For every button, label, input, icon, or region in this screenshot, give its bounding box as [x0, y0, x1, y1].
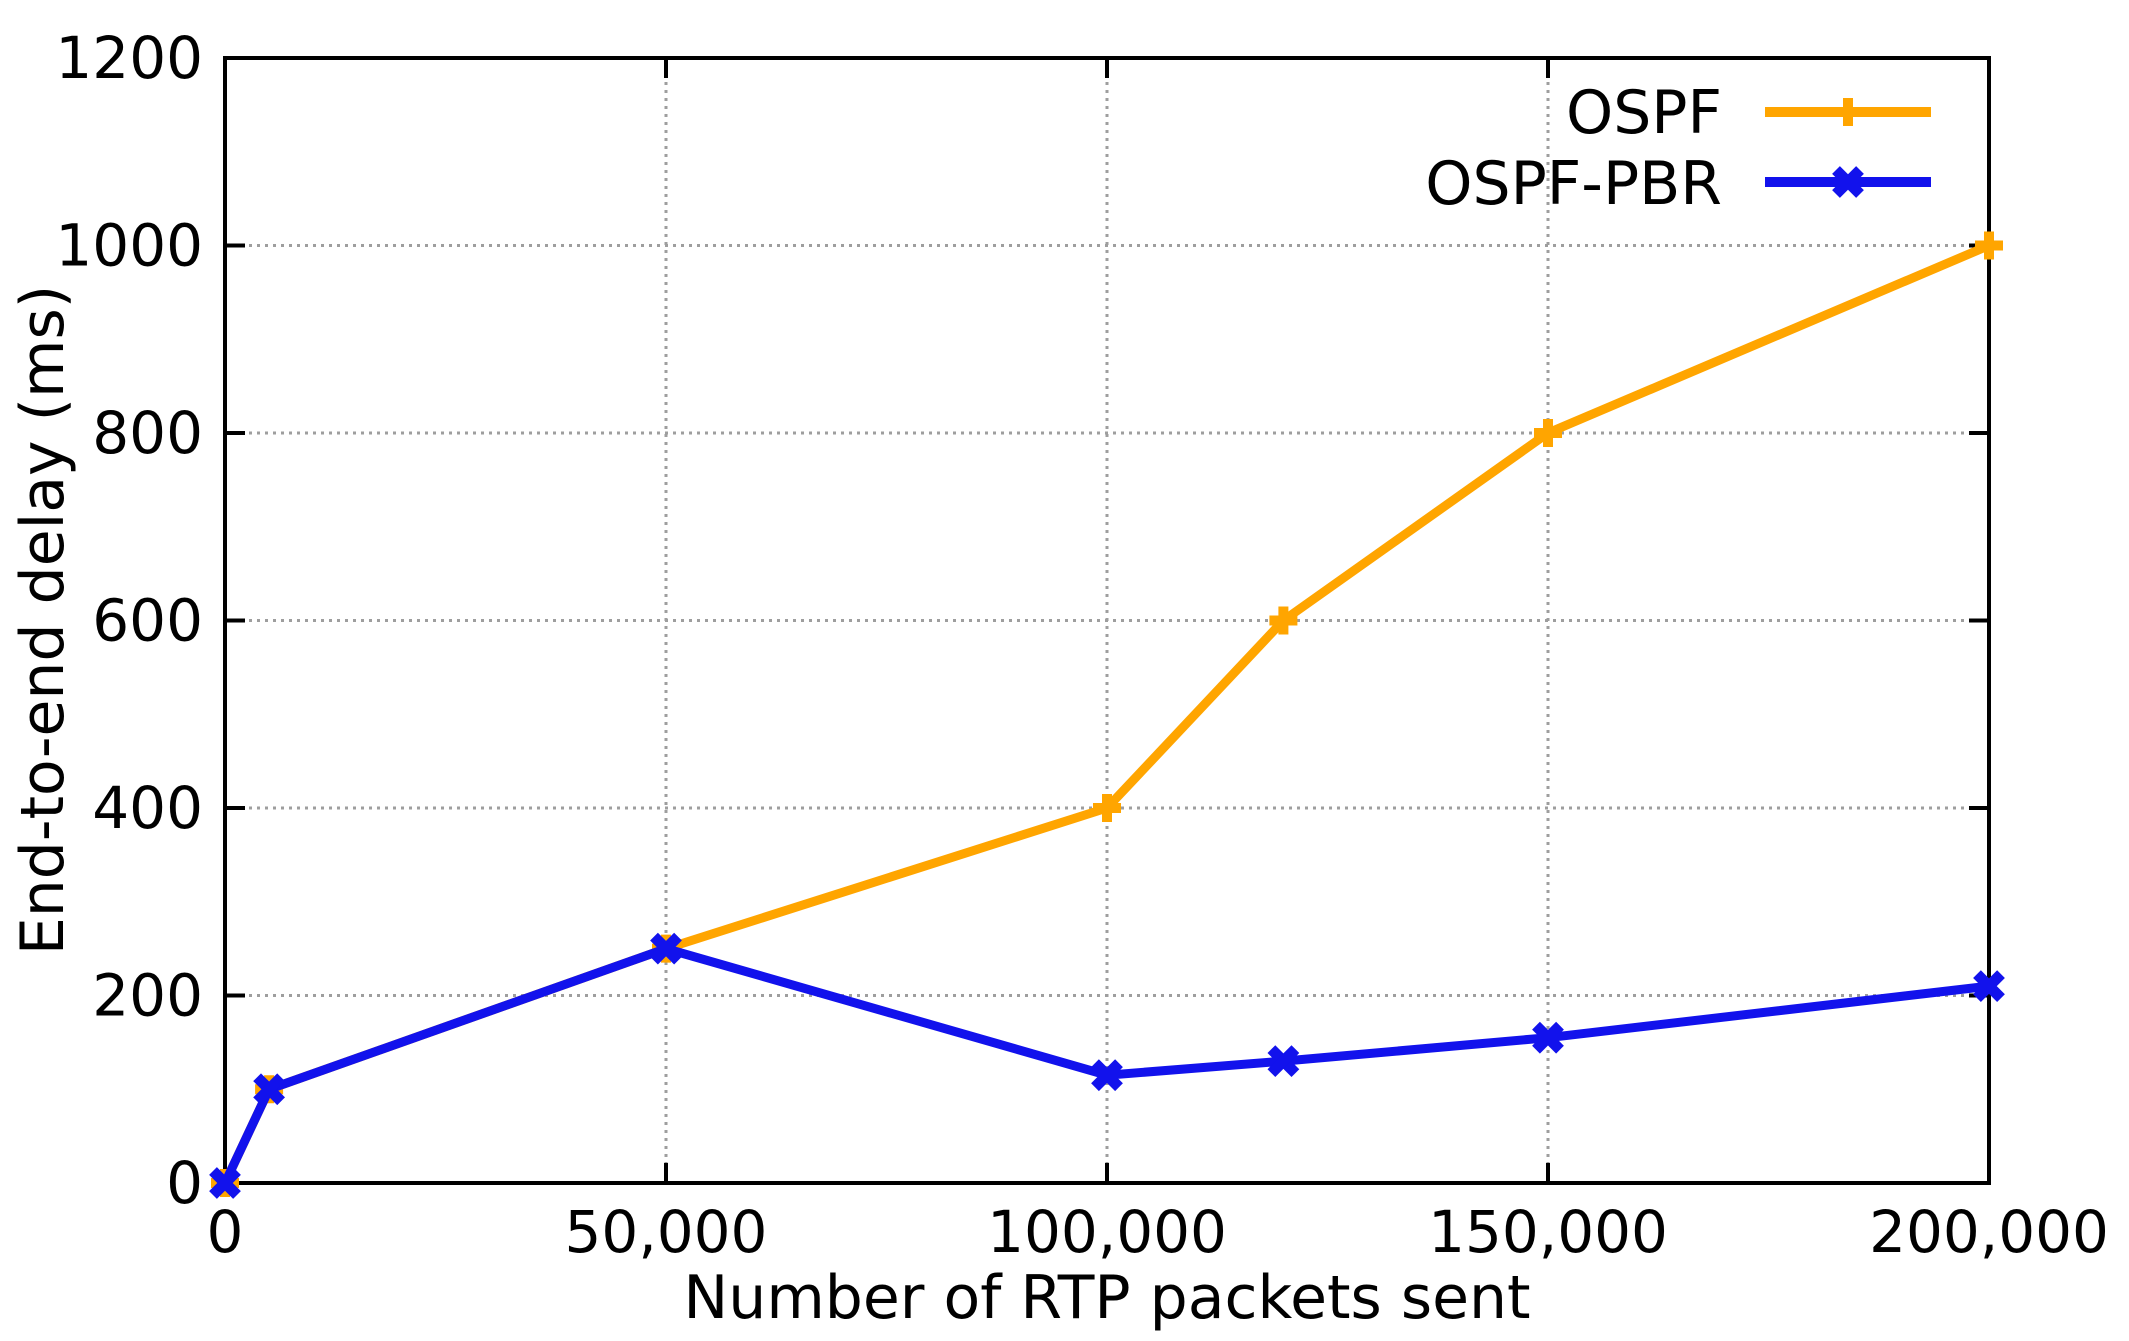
x-axis-title: Number of RTP packets sent [683, 1263, 1530, 1333]
y-axis-title: End-to-end delay (ms) [8, 285, 78, 955]
marker-stroke [1267, 1045, 1300, 1078]
y-tick-label: 0 [166, 1149, 203, 1217]
legend-label-ospf-pbr: OSPF-PBR [1425, 149, 1722, 219]
plus-marker [1534, 419, 1562, 447]
plus-marker [1834, 98, 1862, 126]
cross-marker [1832, 166, 1864, 198]
marker-stroke [1091, 1059, 1123, 1092]
y-tick-label: 1200 [55, 24, 203, 92]
x-tick-label: 0 [207, 1198, 244, 1266]
plot-area: 0 50,000 100,000 150,000 200,000 0 200 400 600 80… [55, 24, 2109, 1266]
cross-marker [1532, 1021, 1564, 1054]
y-tick-label: 400 [92, 774, 203, 842]
cross-marker [209, 1167, 241, 1199]
y-tick-label: 200 [92, 962, 203, 1030]
plus-marker [1975, 231, 2003, 260]
plus-marker [1093, 794, 1121, 822]
cross-marker [1091, 1059, 1123, 1092]
x-tick-label: 200,000 [1869, 1198, 2109, 1266]
cross-marker [1973, 970, 2005, 1003]
marker-stroke [1973, 970, 2005, 1003]
marker-stroke [1532, 1021, 1564, 1054]
y-tick-label: 1000 [55, 212, 203, 280]
cross-marker [253, 1073, 285, 1106]
cross-marker [650, 932, 682, 965]
y-tick-label: 600 [92, 587, 203, 655]
marker-stroke [253, 1073, 285, 1106]
legend: OSPF OSPF-PBR [1425, 78, 1931, 219]
plus-marker [1269, 606, 1298, 635]
legend-samples [1765, 98, 1931, 198]
y-tick-label: 800 [92, 399, 203, 467]
x-tick-label: 100,000 [987, 1198, 1227, 1266]
legend-label-ospf: OSPF [1566, 78, 1722, 148]
cross-marker [1267, 1045, 1300, 1078]
x-tick-label: 150,000 [1428, 1198, 1668, 1266]
marker-stroke [650, 932, 682, 965]
marker-stroke [1832, 166, 1864, 198]
marker-stroke [209, 1167, 241, 1199]
x-tick-label: 50,000 [565, 1198, 768, 1266]
